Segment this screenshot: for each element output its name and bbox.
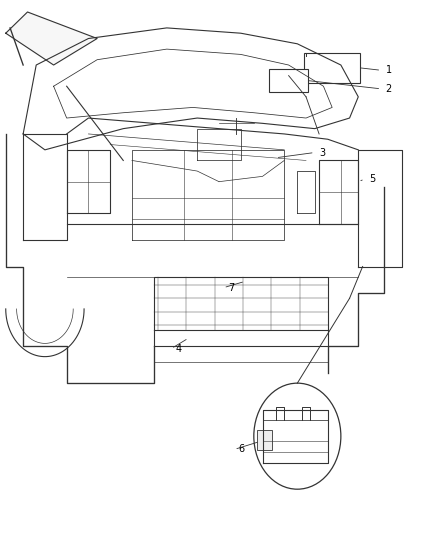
Text: 3: 3 — [319, 148, 325, 158]
Text: 4: 4 — [176, 344, 182, 354]
Text: 1: 1 — [386, 66, 392, 75]
Text: 5: 5 — [369, 174, 375, 184]
FancyBboxPatch shape — [257, 430, 272, 450]
Text: 6: 6 — [239, 445, 245, 455]
Text: 2: 2 — [386, 84, 392, 94]
FancyBboxPatch shape — [304, 53, 360, 83]
Text: 7: 7 — [228, 282, 234, 293]
FancyBboxPatch shape — [269, 69, 308, 92]
Polygon shape — [6, 12, 97, 65]
